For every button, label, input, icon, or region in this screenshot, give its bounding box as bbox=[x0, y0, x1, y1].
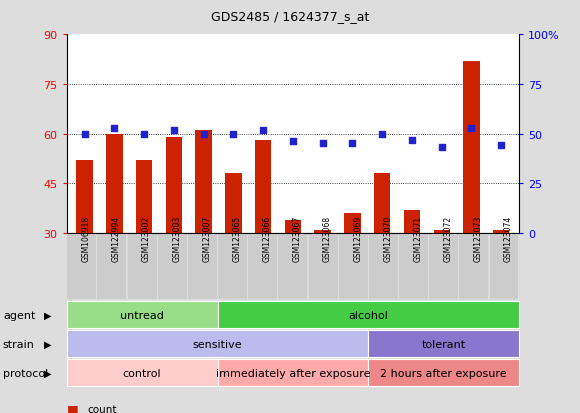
Text: strain: strain bbox=[3, 339, 35, 349]
Bar bbox=[433, 230, 450, 233]
Text: tolerant: tolerant bbox=[422, 339, 466, 349]
Bar bbox=[106, 134, 122, 233]
Text: GSM106918: GSM106918 bbox=[82, 216, 91, 261]
Point bbox=[288, 139, 298, 145]
Bar bbox=[67, 301, 218, 328]
Text: GSM123065: GSM123065 bbox=[233, 216, 242, 262]
Bar bbox=[404, 210, 420, 233]
Bar bbox=[255, 141, 271, 233]
Point bbox=[80, 131, 89, 138]
Text: immediately after exposure: immediately after exposure bbox=[216, 368, 370, 378]
Point bbox=[169, 127, 179, 133]
Text: GSM123007: GSM123007 bbox=[202, 216, 212, 262]
Bar bbox=[463, 62, 480, 233]
Point bbox=[407, 137, 416, 143]
Point bbox=[139, 131, 148, 138]
Text: ▶: ▶ bbox=[45, 310, 52, 320]
Text: sensitive: sensitive bbox=[193, 339, 242, 349]
Text: GSM123074: GSM123074 bbox=[504, 216, 513, 262]
Bar bbox=[225, 174, 241, 233]
Text: agent: agent bbox=[3, 310, 35, 320]
Text: GSM122994: GSM122994 bbox=[112, 216, 121, 261]
Text: ▶: ▶ bbox=[45, 339, 52, 349]
Bar bbox=[136, 161, 153, 233]
Text: GSM123071: GSM123071 bbox=[414, 216, 423, 261]
Bar bbox=[166, 138, 182, 233]
Text: GSM123067: GSM123067 bbox=[293, 216, 302, 262]
Text: protocol: protocol bbox=[3, 368, 48, 378]
Text: ■: ■ bbox=[67, 402, 78, 413]
Bar bbox=[493, 230, 509, 233]
Text: GDS2485 / 1624377_s_at: GDS2485 / 1624377_s_at bbox=[211, 10, 369, 23]
Point bbox=[496, 143, 506, 150]
Text: GSM123066: GSM123066 bbox=[263, 216, 272, 262]
Bar bbox=[314, 230, 331, 233]
Text: alcohol: alcohol bbox=[349, 310, 388, 320]
Point bbox=[259, 127, 268, 133]
Text: GSM123003: GSM123003 bbox=[172, 216, 182, 262]
Point bbox=[437, 145, 447, 152]
Bar bbox=[285, 220, 301, 233]
Point bbox=[467, 125, 476, 132]
Bar bbox=[218, 359, 368, 386]
Text: GSM123070: GSM123070 bbox=[383, 216, 393, 262]
Point bbox=[199, 131, 208, 138]
Bar bbox=[67, 359, 218, 386]
Text: control: control bbox=[123, 368, 161, 378]
Point bbox=[318, 141, 327, 147]
Bar bbox=[195, 131, 212, 233]
Text: count: count bbox=[87, 404, 117, 413]
Point bbox=[378, 131, 387, 138]
Point bbox=[348, 141, 357, 147]
Text: GSM123069: GSM123069 bbox=[353, 216, 362, 262]
Bar bbox=[368, 330, 519, 357]
Text: GSM123073: GSM123073 bbox=[474, 216, 483, 262]
Text: GSM123072: GSM123072 bbox=[444, 216, 453, 261]
Text: GSM123002: GSM123002 bbox=[142, 216, 151, 261]
Bar bbox=[345, 214, 361, 233]
Bar bbox=[368, 359, 519, 386]
Bar bbox=[67, 330, 368, 357]
Text: GSM123068: GSM123068 bbox=[323, 216, 332, 261]
Text: untread: untread bbox=[120, 310, 164, 320]
Text: 2 hours after exposure: 2 hours after exposure bbox=[380, 368, 507, 378]
Bar bbox=[218, 301, 519, 328]
Bar bbox=[77, 161, 93, 233]
Point bbox=[229, 131, 238, 138]
Point bbox=[110, 125, 119, 132]
Bar bbox=[374, 174, 390, 233]
Text: ▶: ▶ bbox=[45, 368, 52, 378]
